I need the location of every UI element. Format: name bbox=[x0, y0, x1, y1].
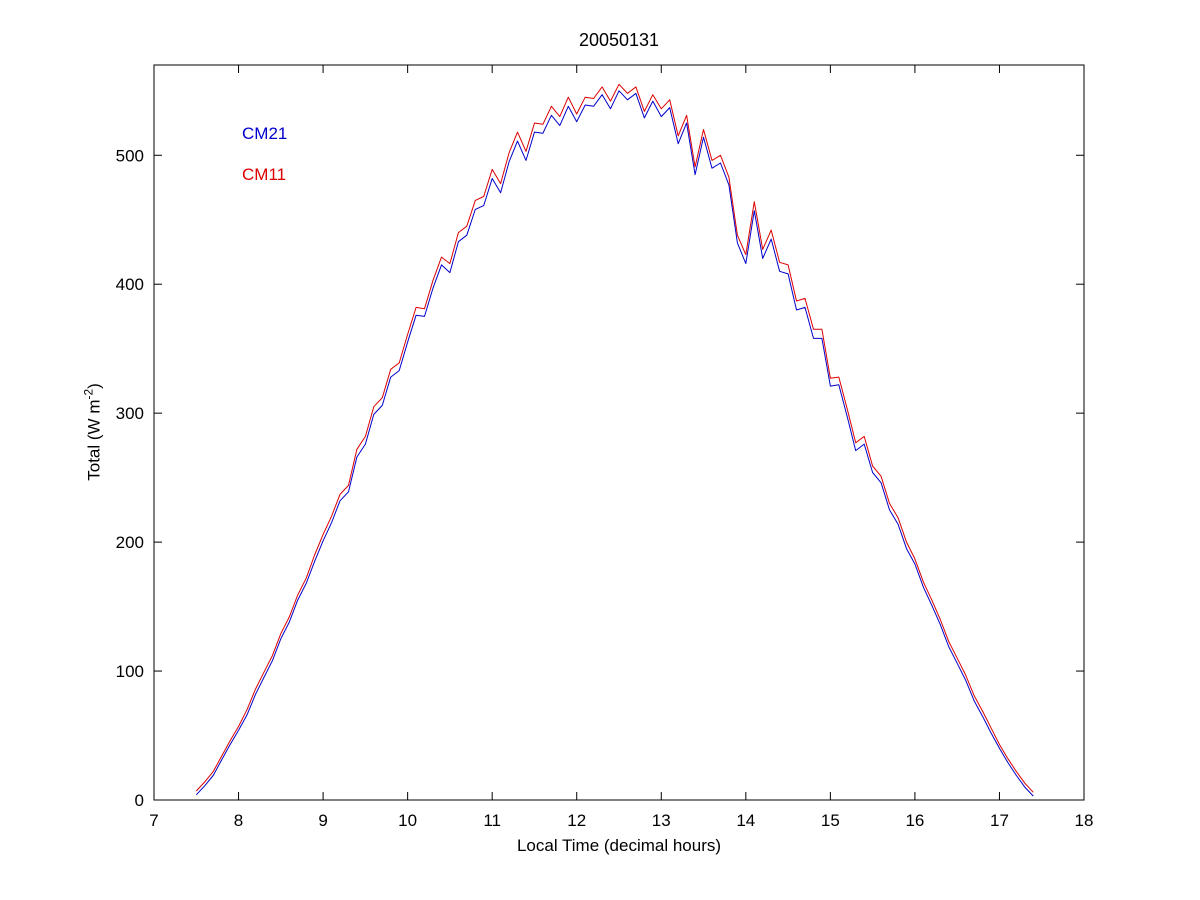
x-tick-label: 11 bbox=[483, 811, 501, 830]
x-tick-label: 16 bbox=[905, 811, 924, 830]
y-axis-label-close: ) bbox=[84, 383, 104, 389]
x-tick-label: 14 bbox=[736, 811, 755, 830]
y-axis-label: Total (W m-2) bbox=[82, 383, 105, 480]
x-tick-label: 15 bbox=[821, 811, 840, 830]
x-tick-label: 18 bbox=[1075, 811, 1094, 830]
y-axis-label-text: Total (W m bbox=[84, 399, 104, 481]
series-line-cm21 bbox=[195, 90, 1034, 797]
x-tick-label: 17 bbox=[990, 811, 1009, 830]
y-axis-label-exponent: -2 bbox=[81, 388, 96, 400]
legend-label-cm21: CM21 bbox=[242, 124, 288, 143]
y-tick-label: 300 bbox=[116, 404, 144, 423]
y-tick-label: 200 bbox=[116, 533, 144, 552]
series-line-cm11 bbox=[195, 83, 1034, 793]
y-tick-label: 100 bbox=[116, 662, 144, 681]
x-tick-label: 9 bbox=[318, 811, 327, 830]
legend-label-cm11: CM11 bbox=[242, 165, 287, 184]
x-tick-label: 7 bbox=[149, 811, 158, 830]
x-tick-label: 8 bbox=[234, 811, 243, 830]
axes-box bbox=[153, 64, 1085, 801]
y-tick-label: 400 bbox=[116, 275, 144, 294]
x-tick-label: 13 bbox=[652, 811, 671, 830]
x-axis-label: Local Time (decimal hours) bbox=[516, 836, 722, 855]
chart-title: 20050131 bbox=[578, 30, 660, 50]
x-tick-label: 12 bbox=[567, 811, 586, 830]
y-tick-label: 500 bbox=[116, 146, 144, 165]
x-tick-label: 10 bbox=[398, 811, 417, 830]
y-tick-label: 0 bbox=[135, 791, 144, 810]
